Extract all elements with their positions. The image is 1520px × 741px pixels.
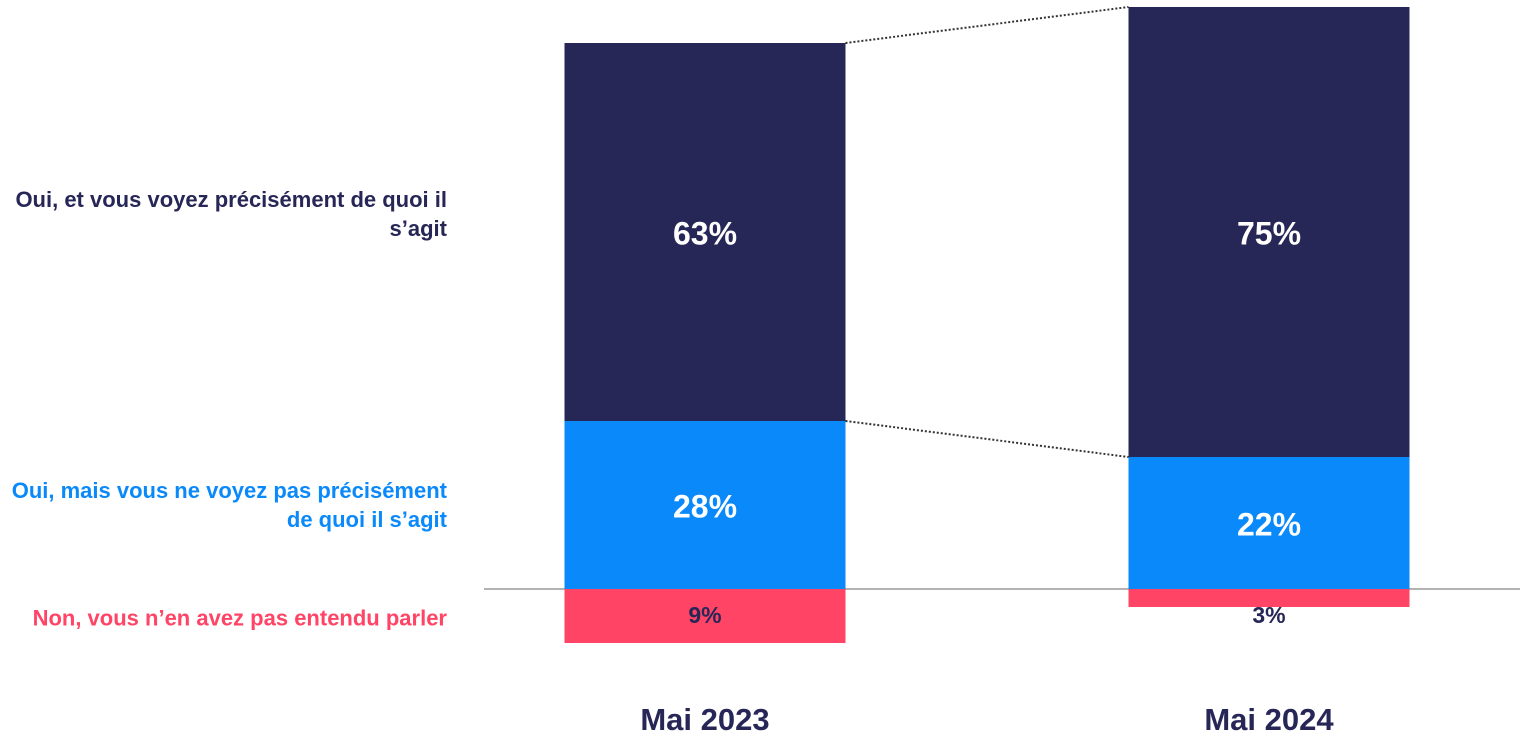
bar-segment (1128, 589, 1410, 607)
value-label: 9% (688, 602, 721, 628)
bar-segment (564, 421, 846, 589)
bar-segment (564, 43, 846, 421)
bar-segment (1128, 7, 1410, 457)
x-tick-label: Mai 2024 (1204, 702, 1334, 737)
x-tick-label: Mai 2023 (640, 702, 769, 737)
bar-segment (564, 589, 846, 643)
bar-segment (1128, 457, 1410, 589)
connector (845, 6, 1129, 44)
legend-label: Oui, et vous voyez précisément de quoi i… (0, 185, 447, 243)
value-label: 3% (1252, 602, 1285, 628)
value-label: 22% (1237, 506, 1301, 542)
legend-label: Non, vous n’en avez pas entendu parler (0, 604, 447, 633)
value-label: 63% (673, 215, 737, 251)
legend-text: Oui, mais vous ne voyez pas précisément … (11, 478, 447, 532)
value-label: 28% (673, 488, 737, 524)
legend-text: Oui, et vous voyez précisément de quoi i… (15, 187, 447, 241)
legend-label: Oui, mais vous ne voyez pas précisément … (0, 476, 447, 534)
legend-text: Non, vous n’en avez pas entendu parler (32, 605, 447, 631)
connector (845, 420, 1129, 458)
value-label: 75% (1237, 215, 1301, 251)
